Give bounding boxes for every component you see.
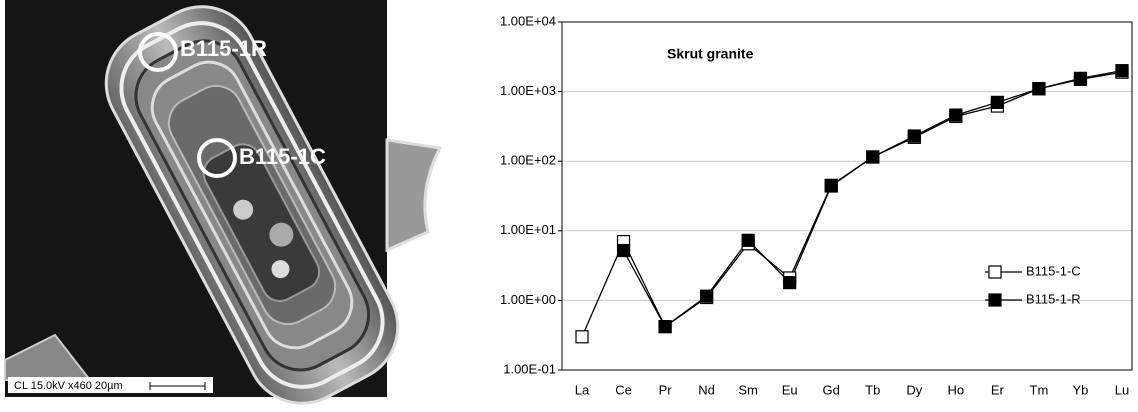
data-point <box>991 96 1003 108</box>
data-point <box>908 130 920 142</box>
data-point <box>784 277 796 289</box>
data-point <box>1033 83 1045 95</box>
data-point <box>867 151 879 163</box>
x-tick-label: Tm <box>1030 382 1049 397</box>
y-tick-label: 1.00E+04 <box>500 13 556 28</box>
legend-marker <box>989 294 1001 306</box>
x-tick-label: Nd <box>698 382 715 397</box>
y-tick-label: 1.00E+02 <box>500 153 556 168</box>
series-line <box>624 71 1122 327</box>
neighbor-crystal <box>387 140 440 250</box>
legend-label: B115-1-C <box>1026 263 1081 278</box>
scale-bar-text: CL 15.0kV x460 20µm <box>14 380 123 392</box>
spot-label: B115-1R <box>180 36 267 61</box>
data-point <box>950 109 962 121</box>
x-tick-label: Yb <box>1073 382 1089 397</box>
data-point <box>742 234 754 246</box>
x-tick-label: Lu <box>1115 382 1129 397</box>
plot-frame <box>562 22 1132 370</box>
data-point <box>659 321 671 333</box>
legend-marker <box>989 266 1001 278</box>
x-tick-label: Er <box>991 382 1005 397</box>
x-tick-label: Pr <box>659 382 673 397</box>
figure: B115-1R B115-1C CL 15.0kV x460 20µm Skru… <box>0 0 1138 407</box>
x-tick-label: Gd <box>823 382 840 397</box>
y-tick-label: 1.00E+00 <box>500 292 556 307</box>
x-tick-label: La <box>575 382 590 397</box>
y-tick-label: 1.00E-01 <box>503 361 556 376</box>
data-point <box>825 180 837 192</box>
x-tick-label: Ce <box>615 382 632 397</box>
y-tick-label: 1.00E+01 <box>500 222 556 237</box>
y-tick-label: 1.00E+03 <box>500 83 556 98</box>
data-point <box>618 245 630 257</box>
annotation: Skrut granite <box>667 46 754 62</box>
x-tick-label: Ho <box>948 382 965 397</box>
x-tick-label: Sm <box>738 382 758 397</box>
legend-label: B115-1-R <box>1026 291 1081 306</box>
data-point <box>576 331 588 343</box>
data-point <box>1074 72 1086 84</box>
x-tick-label: Dy <box>906 382 922 397</box>
data-point <box>1116 65 1128 77</box>
cl-image: B115-1R B115-1C CL 15.0kV x460 20µm <box>5 0 440 407</box>
spot-label: B115-1C <box>239 144 326 169</box>
data-point <box>701 290 713 302</box>
x-tick-label: Eu <box>782 382 798 397</box>
x-tick-label: Tb <box>865 382 880 397</box>
